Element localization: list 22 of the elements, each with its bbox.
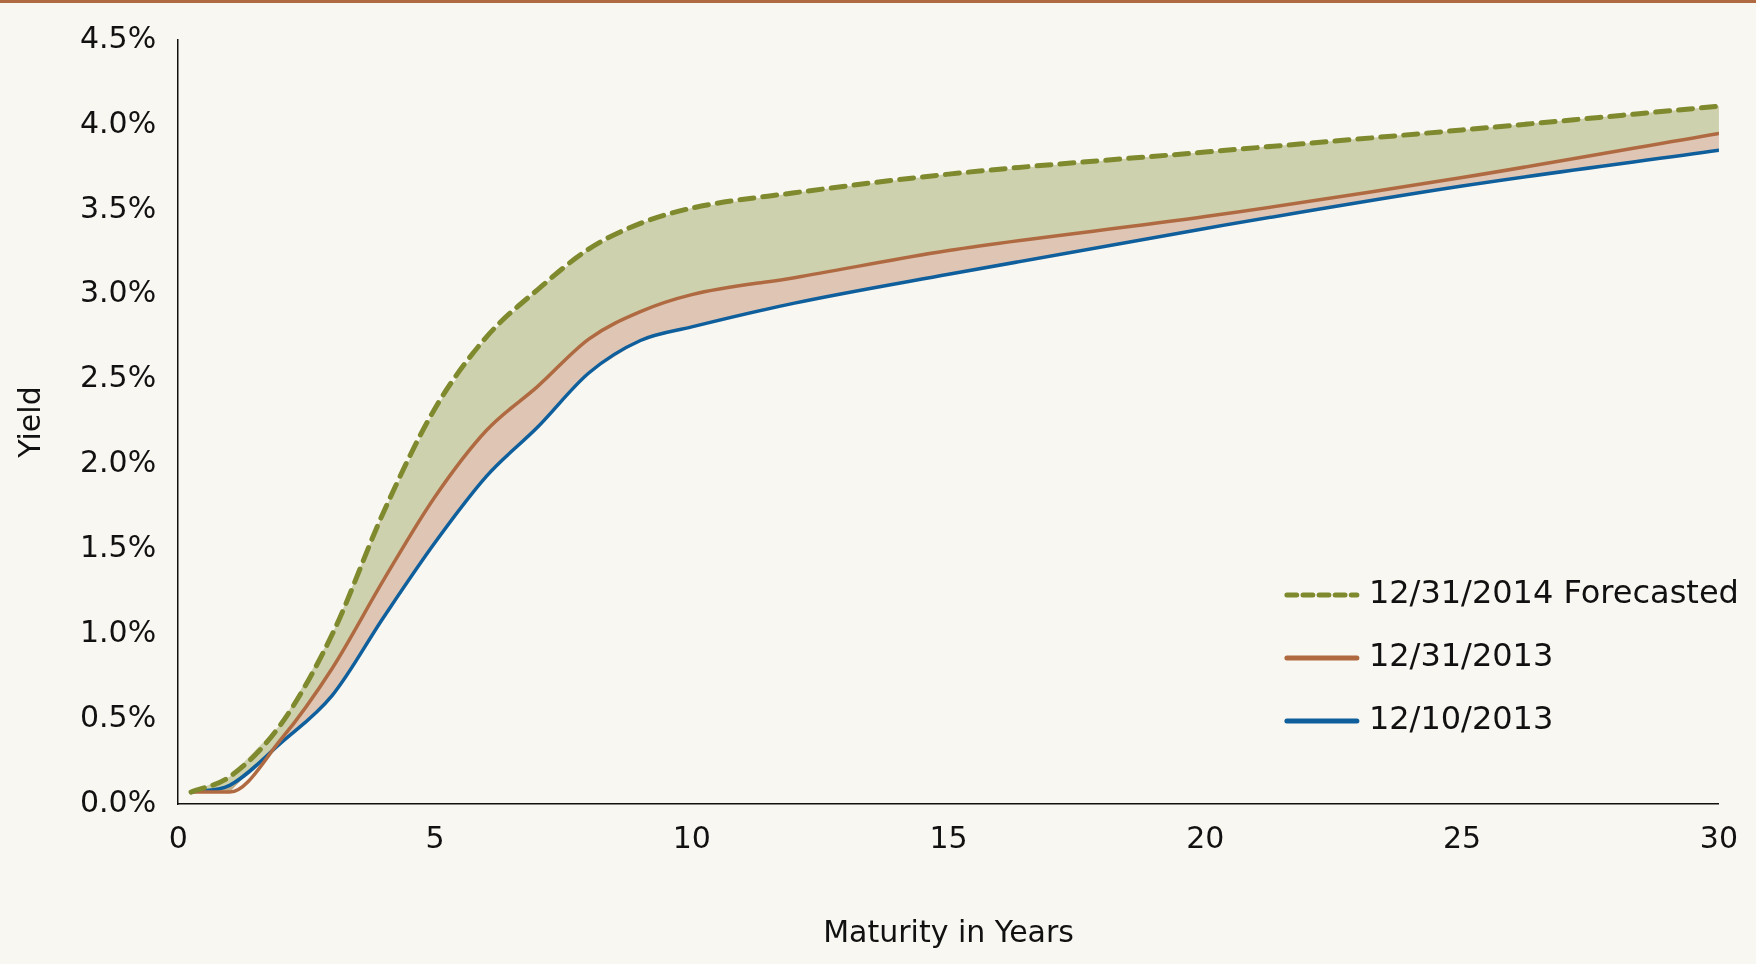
y-tick-label: 3.5%	[80, 189, 157, 225]
x-tick-label: 0	[168, 819, 188, 855]
y-tick-label: 0.5%	[80, 698, 157, 734]
x-tick-label: 25	[1443, 819, 1482, 855]
y-tick-label: 2.5%	[80, 359, 157, 395]
x-axis-title: Maturity in Years	[823, 913, 1074, 949]
y-tick-label: 2.0%	[80, 444, 157, 480]
y-tick-label: 4.0%	[80, 104, 157, 140]
x-tick-label: 15	[929, 819, 968, 855]
x-tick-label: 5	[425, 819, 445, 855]
legend-label: 12/10/2013	[1368, 699, 1554, 738]
y-tick-label: 3.0%	[80, 274, 157, 310]
x-tick-label: 20	[1186, 819, 1225, 855]
y-tick-label: 1.0%	[80, 614, 157, 650]
legend-label: 12/31/2014 Forecasted	[1368, 573, 1739, 612]
y-axis-title: Yield	[11, 386, 47, 459]
x-tick-label: 30	[1699, 819, 1739, 855]
y-tick-label: 4.5%	[80, 19, 157, 55]
y-tick-label: 1.5%	[80, 529, 157, 565]
x-tick-label: 10	[672, 819, 711, 855]
y-tick-label: 0.0%	[80, 783, 157, 819]
legend-label: 12/31/2013	[1368, 636, 1554, 675]
